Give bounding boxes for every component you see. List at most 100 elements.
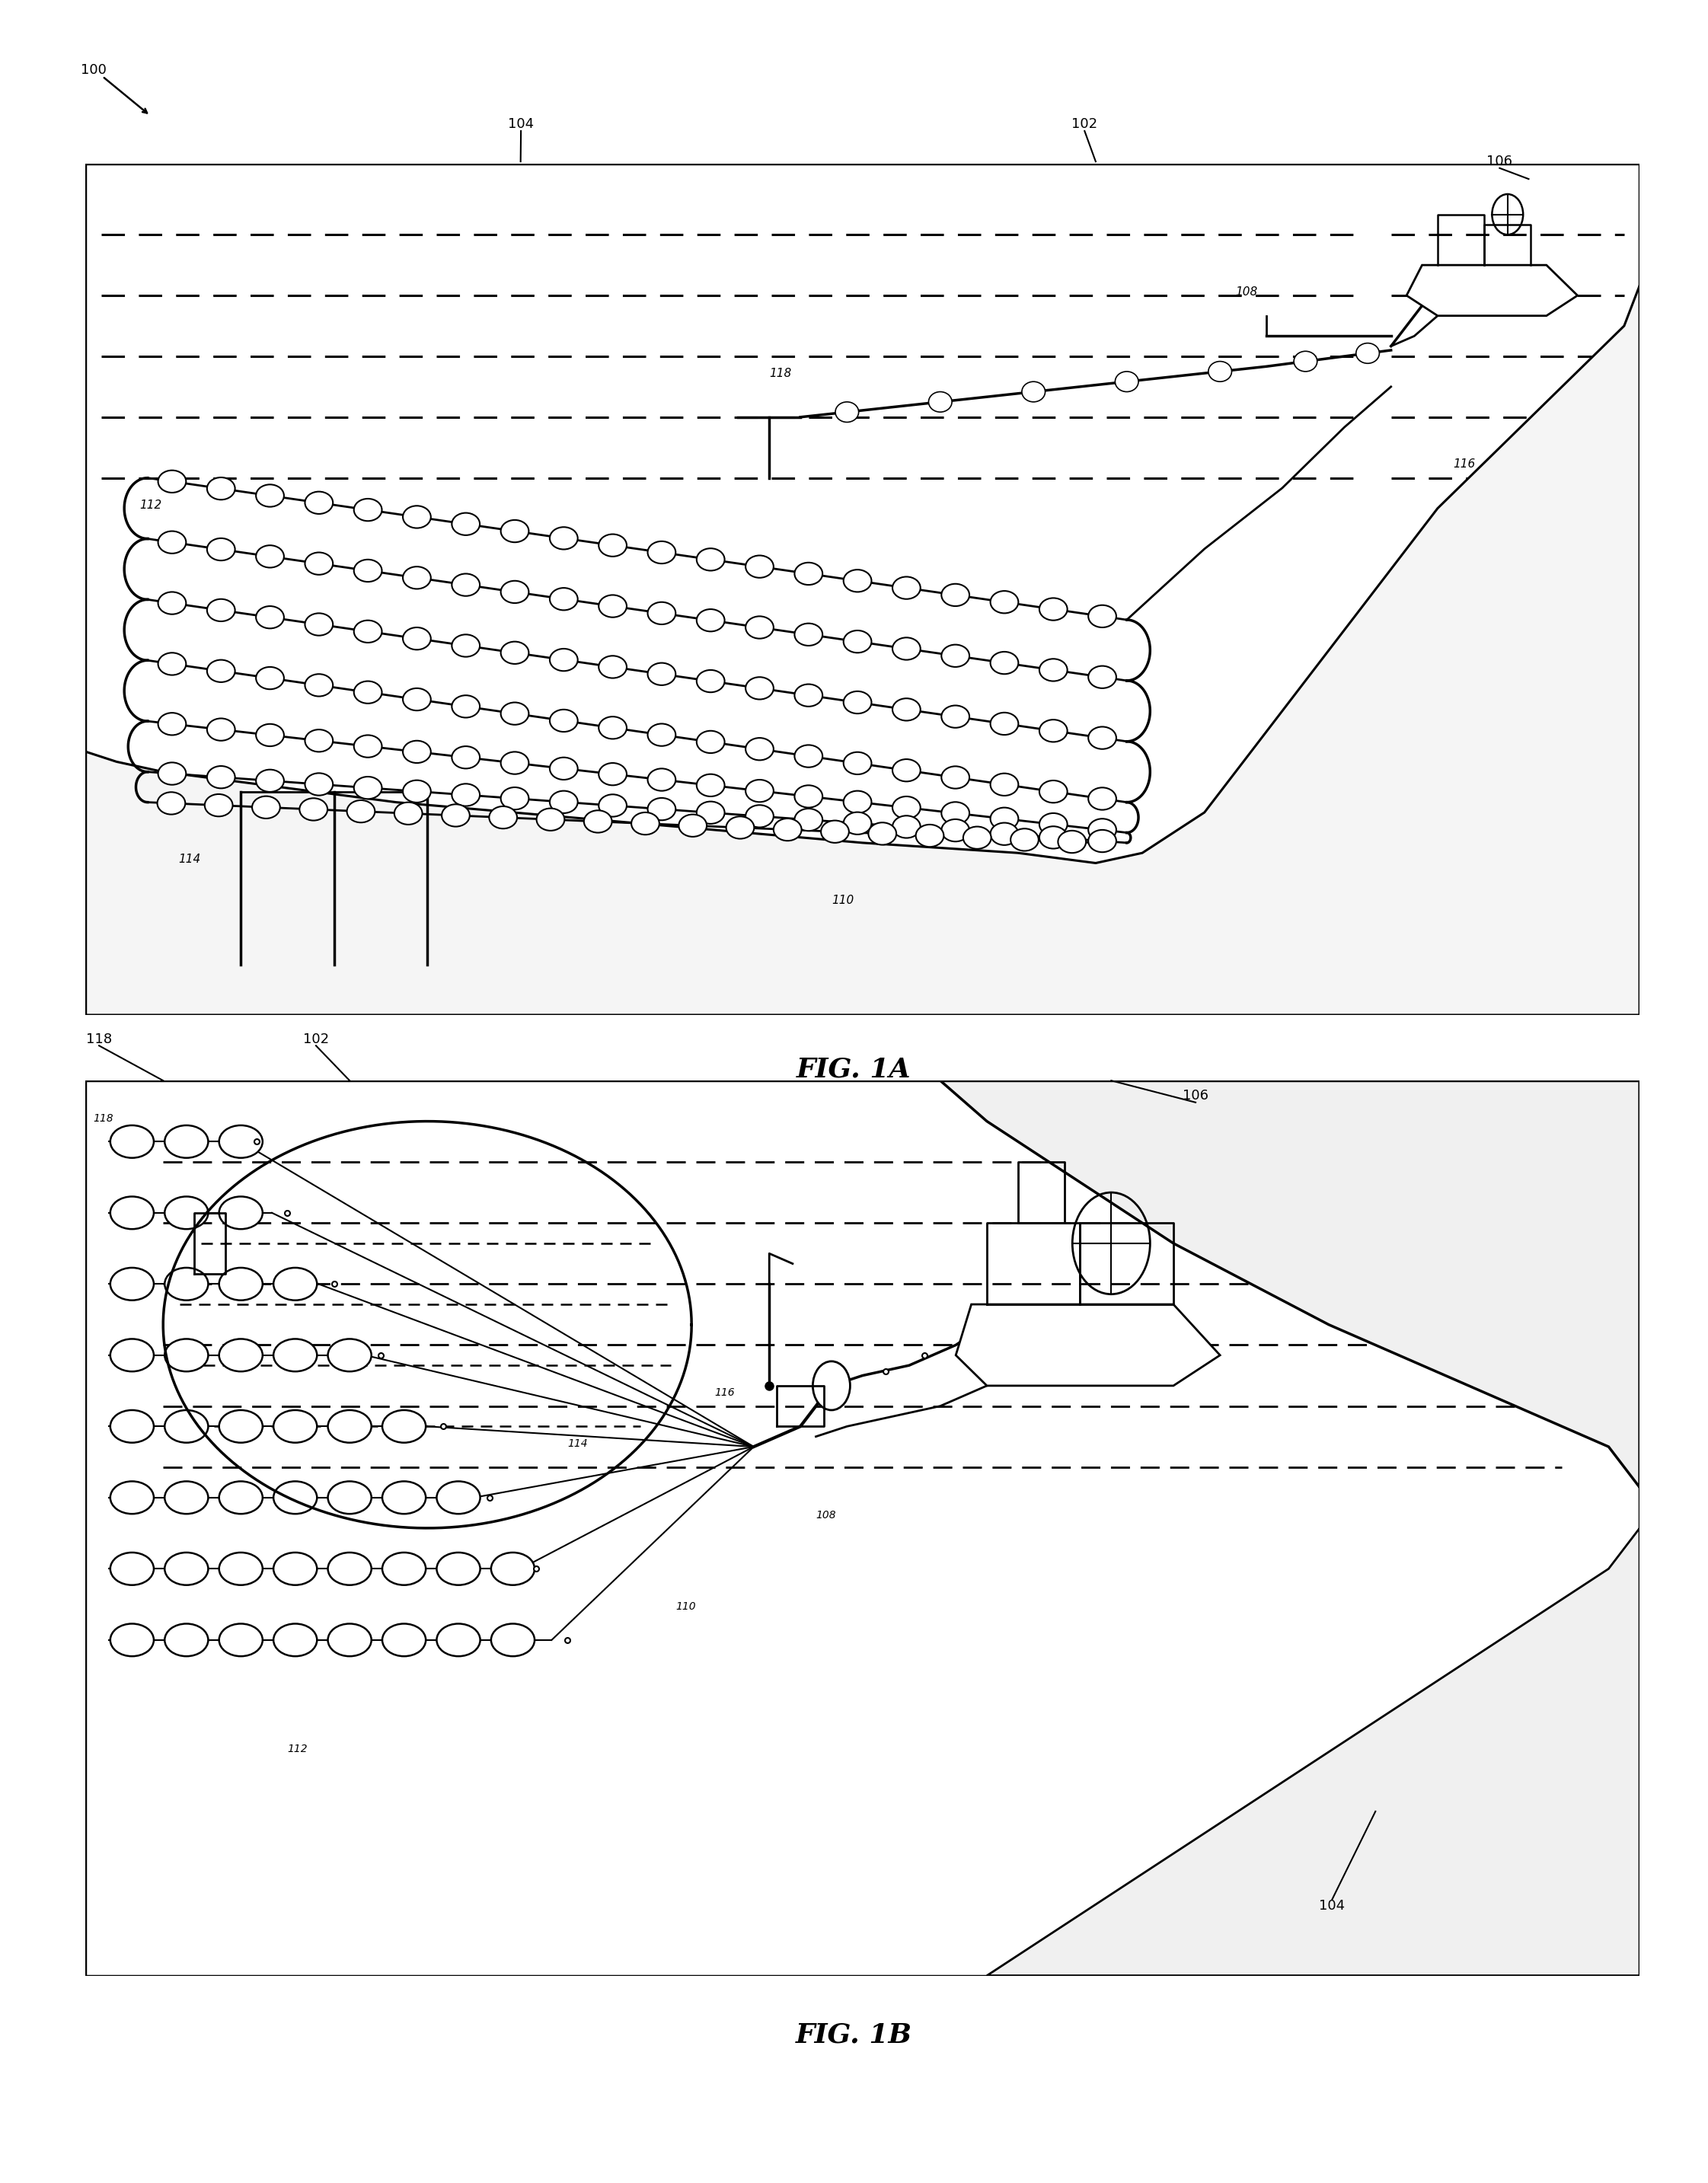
Ellipse shape: [536, 808, 565, 830]
Ellipse shape: [273, 1338, 318, 1371]
Ellipse shape: [1040, 812, 1068, 836]
Ellipse shape: [306, 552, 333, 574]
Ellipse shape: [453, 635, 480, 657]
Ellipse shape: [794, 683, 823, 707]
Ellipse shape: [822, 821, 849, 843]
Ellipse shape: [1040, 720, 1068, 742]
Ellipse shape: [354, 620, 383, 642]
Ellipse shape: [207, 766, 236, 788]
Ellipse shape: [164, 1338, 208, 1371]
Ellipse shape: [941, 801, 970, 825]
Text: 104: 104: [1319, 1899, 1346, 1912]
Ellipse shape: [273, 1268, 318, 1301]
Ellipse shape: [453, 784, 480, 806]
Ellipse shape: [600, 764, 627, 786]
Text: FIG. 1B: FIG. 1B: [796, 2021, 912, 2048]
Ellipse shape: [111, 1196, 154, 1229]
Ellipse shape: [794, 744, 823, 766]
Ellipse shape: [488, 806, 518, 830]
Ellipse shape: [219, 1126, 263, 1157]
Ellipse shape: [256, 546, 284, 568]
Ellipse shape: [1088, 830, 1117, 851]
Ellipse shape: [403, 779, 430, 803]
Ellipse shape: [492, 1624, 535, 1657]
Text: 114: 114: [179, 854, 202, 864]
Ellipse shape: [835, 402, 859, 421]
Ellipse shape: [383, 1624, 425, 1657]
Ellipse shape: [1088, 788, 1117, 810]
Polygon shape: [939, 1081, 1640, 1487]
Ellipse shape: [207, 659, 236, 681]
Ellipse shape: [437, 1482, 480, 1513]
Ellipse shape: [647, 799, 676, 821]
Ellipse shape: [273, 1482, 318, 1513]
Ellipse shape: [207, 539, 236, 561]
Ellipse shape: [697, 801, 724, 823]
Ellipse shape: [328, 1624, 371, 1657]
Ellipse shape: [354, 681, 383, 703]
Ellipse shape: [600, 655, 627, 679]
Ellipse shape: [1021, 382, 1045, 402]
Ellipse shape: [1115, 371, 1139, 391]
Ellipse shape: [159, 714, 186, 736]
Ellipse shape: [219, 1196, 263, 1229]
Ellipse shape: [697, 670, 724, 692]
Ellipse shape: [354, 498, 383, 522]
Ellipse shape: [328, 1410, 371, 1443]
Text: 104: 104: [507, 118, 535, 131]
Polygon shape: [85, 286, 1640, 1015]
Ellipse shape: [941, 819, 970, 840]
Ellipse shape: [1088, 666, 1117, 688]
Ellipse shape: [159, 653, 186, 675]
Ellipse shape: [893, 576, 921, 598]
Ellipse shape: [111, 1126, 154, 1157]
Ellipse shape: [256, 607, 284, 629]
Ellipse shape: [437, 1552, 480, 1585]
Ellipse shape: [500, 788, 529, 810]
Polygon shape: [987, 1528, 1640, 1976]
Ellipse shape: [157, 792, 184, 814]
Ellipse shape: [1208, 362, 1231, 382]
Ellipse shape: [726, 816, 755, 838]
Ellipse shape: [794, 563, 823, 585]
Ellipse shape: [219, 1624, 263, 1657]
Ellipse shape: [844, 753, 871, 775]
Ellipse shape: [403, 506, 430, 528]
Text: 116: 116: [716, 1388, 734, 1397]
Ellipse shape: [746, 616, 774, 640]
Ellipse shape: [299, 799, 328, 821]
Ellipse shape: [1011, 830, 1038, 851]
Ellipse shape: [256, 771, 284, 792]
Ellipse shape: [647, 664, 676, 685]
Ellipse shape: [794, 624, 823, 646]
Ellipse shape: [442, 803, 470, 827]
Ellipse shape: [256, 668, 284, 690]
Ellipse shape: [1295, 351, 1317, 371]
Ellipse shape: [550, 587, 577, 611]
Text: 106: 106: [1486, 155, 1513, 168]
Ellipse shape: [746, 806, 774, 827]
Ellipse shape: [1088, 727, 1117, 749]
Ellipse shape: [794, 786, 823, 808]
Ellipse shape: [1040, 659, 1068, 681]
Ellipse shape: [941, 644, 970, 668]
Ellipse shape: [746, 738, 774, 760]
Text: 118: 118: [94, 1113, 113, 1124]
Ellipse shape: [383, 1552, 425, 1585]
Ellipse shape: [207, 598, 236, 622]
Ellipse shape: [1356, 343, 1380, 362]
Ellipse shape: [253, 797, 280, 819]
Ellipse shape: [697, 548, 724, 570]
Ellipse shape: [273, 1410, 318, 1443]
Ellipse shape: [844, 790, 871, 812]
Ellipse shape: [306, 773, 333, 795]
Ellipse shape: [844, 631, 871, 653]
Ellipse shape: [164, 1196, 208, 1229]
Ellipse shape: [550, 526, 577, 550]
Ellipse shape: [219, 1482, 263, 1513]
Ellipse shape: [500, 751, 529, 775]
Ellipse shape: [941, 705, 970, 727]
Ellipse shape: [111, 1268, 154, 1301]
Ellipse shape: [273, 1552, 318, 1585]
Ellipse shape: [159, 762, 186, 784]
